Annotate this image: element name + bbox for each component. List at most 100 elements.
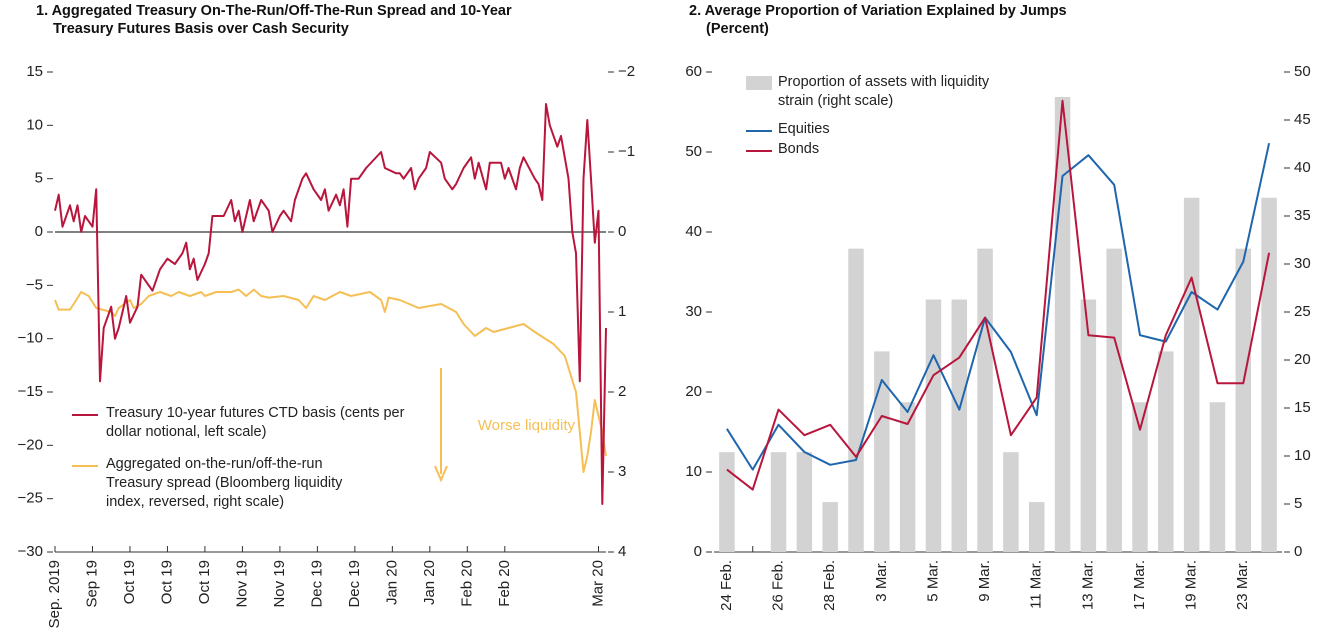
x-tick-label: Oct 19 xyxy=(121,560,138,604)
legend-label: Treasury 10-year futures CTD basis (cent… xyxy=(106,405,405,440)
bar xyxy=(1183,197,1200,552)
legend-swatch xyxy=(746,76,772,90)
x-tick-label: Oct 19 xyxy=(158,560,175,604)
bar xyxy=(1209,402,1226,552)
y2-tick-label: 10 xyxy=(1294,447,1311,464)
y2-tick-label: 1 xyxy=(618,303,626,320)
y-tick-label: 10 xyxy=(26,116,43,133)
y2-tick-label: 40 xyxy=(1294,159,1311,176)
x-tick-label: Dec 19 xyxy=(308,560,325,608)
chart-subtitle: (Percent) xyxy=(706,21,769,37)
y-tick-label: −15 xyxy=(18,383,43,400)
annotation: Worse liquidity xyxy=(478,417,576,434)
legend-swatch xyxy=(72,414,98,416)
x-tick-label: 28 Feb. xyxy=(821,560,838,611)
y-tick-label: 40 xyxy=(685,223,702,240)
bar xyxy=(1080,299,1097,552)
x-tick-label: Feb 20 xyxy=(496,560,513,607)
chart-title: 2. Average Proportion of Variation Expla… xyxy=(689,3,1067,19)
y-tick-label: −20 xyxy=(18,436,43,453)
legend-swatch xyxy=(746,130,772,132)
y-tick-label: 0 xyxy=(694,543,702,560)
y2-tick-label: 20 xyxy=(1294,351,1311,368)
y2-tick-label: 3 xyxy=(618,463,626,480)
bar xyxy=(848,248,864,552)
y2-tick-label: 45 xyxy=(1294,111,1311,128)
y2-tick-label: 2 xyxy=(618,383,626,400)
y-tick-label: 5 xyxy=(35,170,43,187)
y-tick-label: −5 xyxy=(26,276,43,293)
y2-tick-label: −1 xyxy=(618,143,635,160)
y2-tick-label: 0 xyxy=(1294,543,1302,560)
series-line xyxy=(54,288,607,473)
annotation-arrowhead xyxy=(434,465,448,483)
y-tick-label: 0 xyxy=(35,223,43,240)
y-tick-label: −10 xyxy=(18,330,43,347)
legend-label: Equities xyxy=(778,121,830,137)
bar xyxy=(1028,502,1045,552)
x-tick-label: Sep 19 xyxy=(83,560,100,608)
bar xyxy=(951,299,968,552)
bar xyxy=(770,452,787,552)
bar xyxy=(977,248,993,552)
bar xyxy=(874,351,890,552)
y-tick-label: 15 xyxy=(26,63,43,80)
legend-swatch xyxy=(746,150,772,152)
chart-title: 1. Aggregated Treasury On-The-Run/Off-Th… xyxy=(36,3,512,37)
y-tick-label: 20 xyxy=(685,383,702,400)
x-tick-label: 11 Mar. xyxy=(1028,560,1045,609)
bar xyxy=(1106,248,1122,552)
y-tick-label: −25 xyxy=(18,490,43,507)
series-line xyxy=(726,99,1271,491)
legend-label: Bonds xyxy=(778,141,820,157)
legend-label: Proportion of assets with liquidity stra… xyxy=(778,74,990,109)
x-tick-label: Nov 19 xyxy=(271,560,288,608)
y2-tick-label: 0 xyxy=(618,223,626,240)
x-tick-label: 9 Mar. xyxy=(976,560,993,602)
bar xyxy=(719,452,735,552)
y2-tick-label: 30 xyxy=(1294,255,1311,272)
bar xyxy=(796,452,813,552)
y2-tick-label: 25 xyxy=(1294,303,1311,320)
x-tick-label: Jan 20 xyxy=(383,560,400,605)
x-tick-label: 5 Mar. xyxy=(924,560,941,602)
y2-tick-label: 50 xyxy=(1294,63,1311,80)
bar xyxy=(1132,402,1148,552)
series-line xyxy=(54,103,607,505)
bar xyxy=(925,299,942,552)
x-tick-label: 3 Mar. xyxy=(873,560,890,602)
x-tick-label: Nov 19 xyxy=(233,560,250,608)
y2-tick-label: 5 xyxy=(1294,495,1302,512)
y2-tick-label: 35 xyxy=(1294,207,1311,224)
y-tick-label: 60 xyxy=(685,63,702,80)
x-tick-label: Feb 20 xyxy=(458,560,475,607)
y-tick-label: −30 xyxy=(18,543,43,560)
x-tick-label: Mar 20 xyxy=(589,560,606,607)
bar xyxy=(1003,452,1019,552)
x-tick-label: 19 Mar. xyxy=(1183,560,1200,610)
x-tick-label: Dec 19 xyxy=(346,560,363,608)
y2-tick-label: 15 xyxy=(1294,399,1311,416)
y-tick-label: 10 xyxy=(685,463,702,480)
x-tick-label: Jan 20 xyxy=(421,560,438,605)
x-tick-label: Sep. 2019 xyxy=(46,560,63,628)
x-tick-label: Oct 19 xyxy=(196,560,213,604)
x-tick-label: 13 Mar. xyxy=(1079,560,1096,610)
legend-swatch xyxy=(72,465,98,467)
y2-tick-label: −2 xyxy=(618,63,635,80)
x-tick-label: 26 Feb. xyxy=(770,560,787,611)
bar xyxy=(899,402,916,552)
y-tick-label: 30 xyxy=(685,303,702,320)
x-tick-label: 23 Mar. xyxy=(1234,560,1251,610)
bar xyxy=(822,502,838,552)
y2-tick-label: 4 xyxy=(618,543,626,560)
bar xyxy=(1235,248,1252,552)
legend-label: Aggregated on-the-run/off-the-run Treasu… xyxy=(106,456,343,510)
y-tick-label: 50 xyxy=(685,143,702,160)
x-tick-label: 24 Feb. xyxy=(718,560,735,611)
series-line xyxy=(726,142,1271,471)
x-tick-label: 17 Mar. xyxy=(1131,560,1148,610)
bar xyxy=(1261,197,1277,552)
